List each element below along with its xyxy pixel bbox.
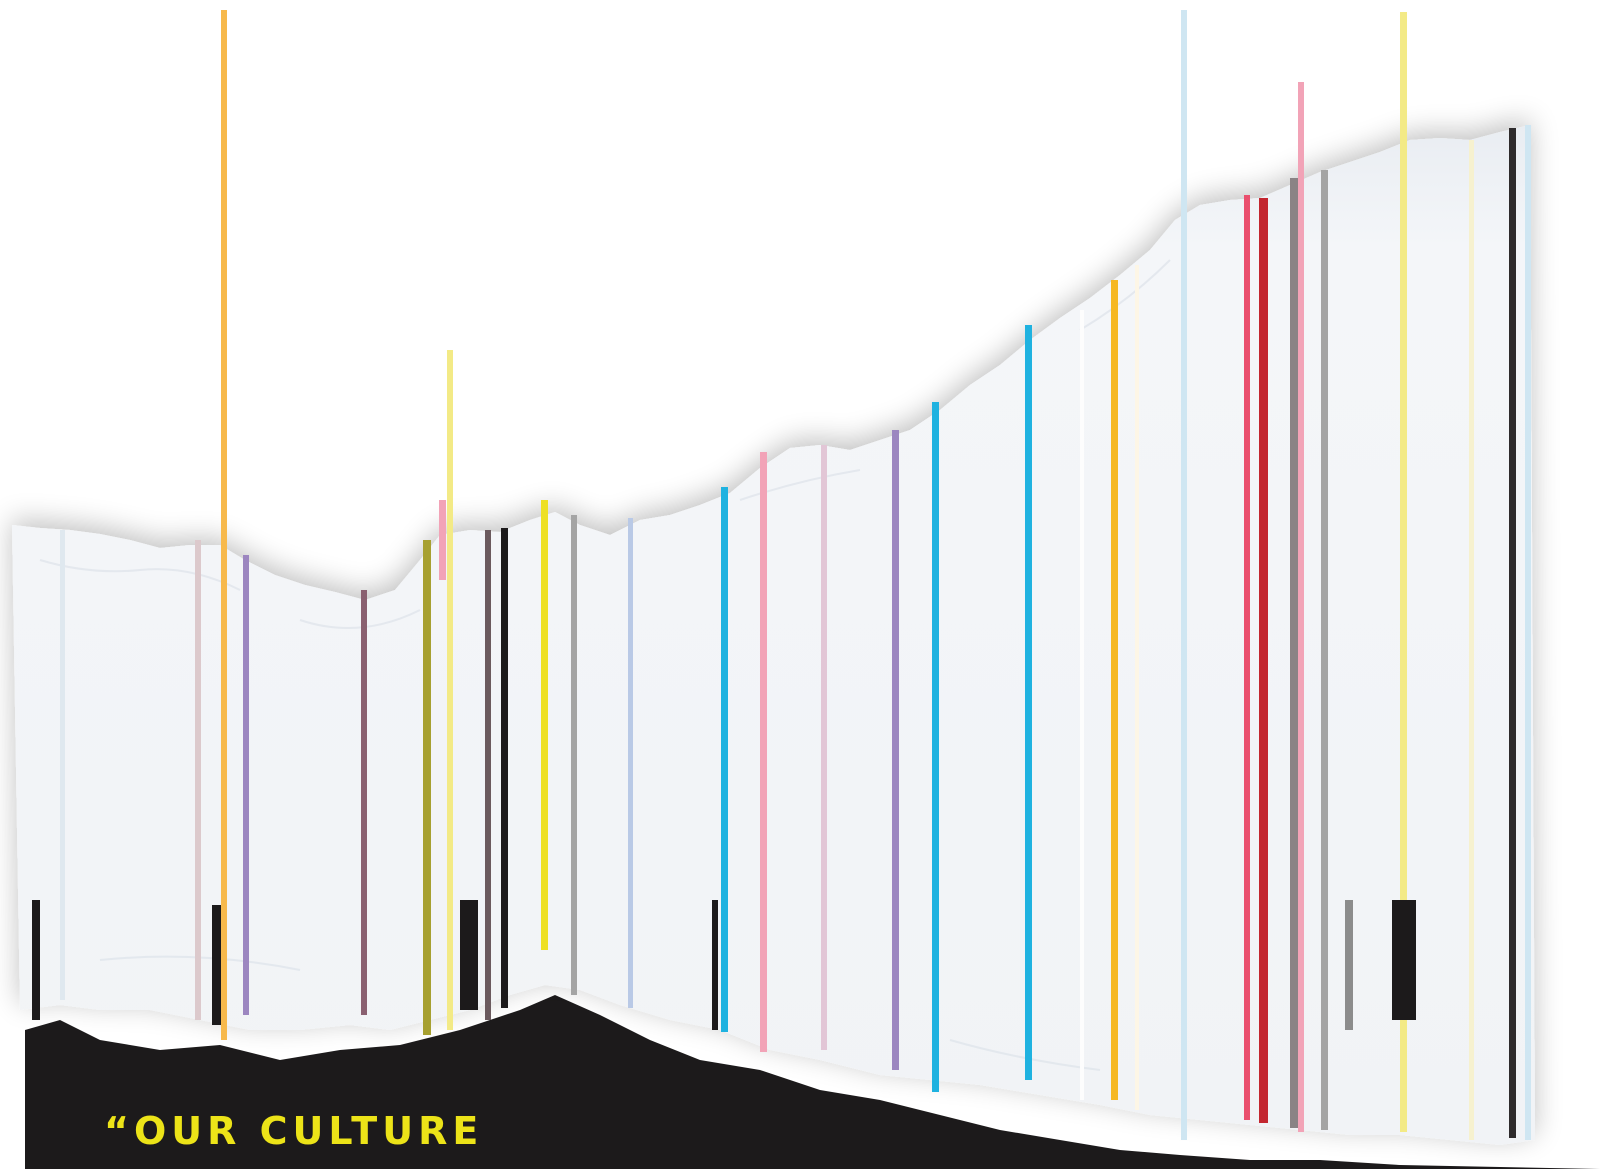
stripe-mauve bbox=[361, 590, 367, 1015]
stripe-gray bbox=[571, 515, 577, 995]
stripe-pale-d bbox=[1135, 265, 1139, 1110]
stripe-dark bbox=[1509, 128, 1516, 1138]
glitch-fragments bbox=[32, 900, 1416, 1030]
stripe-pink-tall bbox=[1298, 82, 1304, 1132]
stripe-gray-dark bbox=[1290, 178, 1298, 1128]
stripe-purple-b bbox=[892, 430, 899, 1070]
quote-text: “OUR CULTURE bbox=[104, 1109, 484, 1153]
stripe-orange bbox=[221, 10, 227, 1040]
stripe-cyan-a bbox=[721, 487, 728, 1032]
stripe-dark-brown bbox=[485, 530, 491, 1020]
stripe-red bbox=[1259, 198, 1268, 1123]
stripe-light-blue-c bbox=[1525, 125, 1531, 1140]
stripe-cyan-c bbox=[1025, 325, 1032, 1080]
stripe-lilac bbox=[821, 445, 827, 1050]
stripe-pale-c bbox=[1080, 310, 1084, 1100]
stripe-pale-yellow bbox=[447, 350, 453, 1030]
stripe-rose bbox=[1244, 195, 1250, 1120]
stripe-cream bbox=[1469, 140, 1474, 1140]
stripe-pink bbox=[760, 452, 767, 1052]
stripe-gray-b bbox=[1321, 170, 1328, 1130]
stripe-light-blue-a bbox=[628, 518, 633, 1008]
color-stripes bbox=[60, 10, 1531, 1140]
stripe-purple bbox=[243, 555, 249, 1015]
stripe-pale-a bbox=[60, 530, 65, 1000]
stripe-yellow-tall bbox=[1400, 12, 1407, 1132]
stripe-cyan-b bbox=[932, 402, 939, 1092]
stripe-pink-small bbox=[439, 500, 446, 580]
stripe-gold bbox=[1111, 280, 1118, 1100]
stripe-light-blue-b bbox=[1181, 10, 1187, 1140]
stripe-black bbox=[501, 528, 508, 1008]
black-band bbox=[25, 995, 1600, 1169]
stripe-olive bbox=[423, 540, 431, 1035]
stripe-bright-yellow bbox=[541, 500, 548, 950]
stripe-pale-b bbox=[195, 540, 201, 1020]
torn-paper bbox=[12, 125, 1535, 1145]
